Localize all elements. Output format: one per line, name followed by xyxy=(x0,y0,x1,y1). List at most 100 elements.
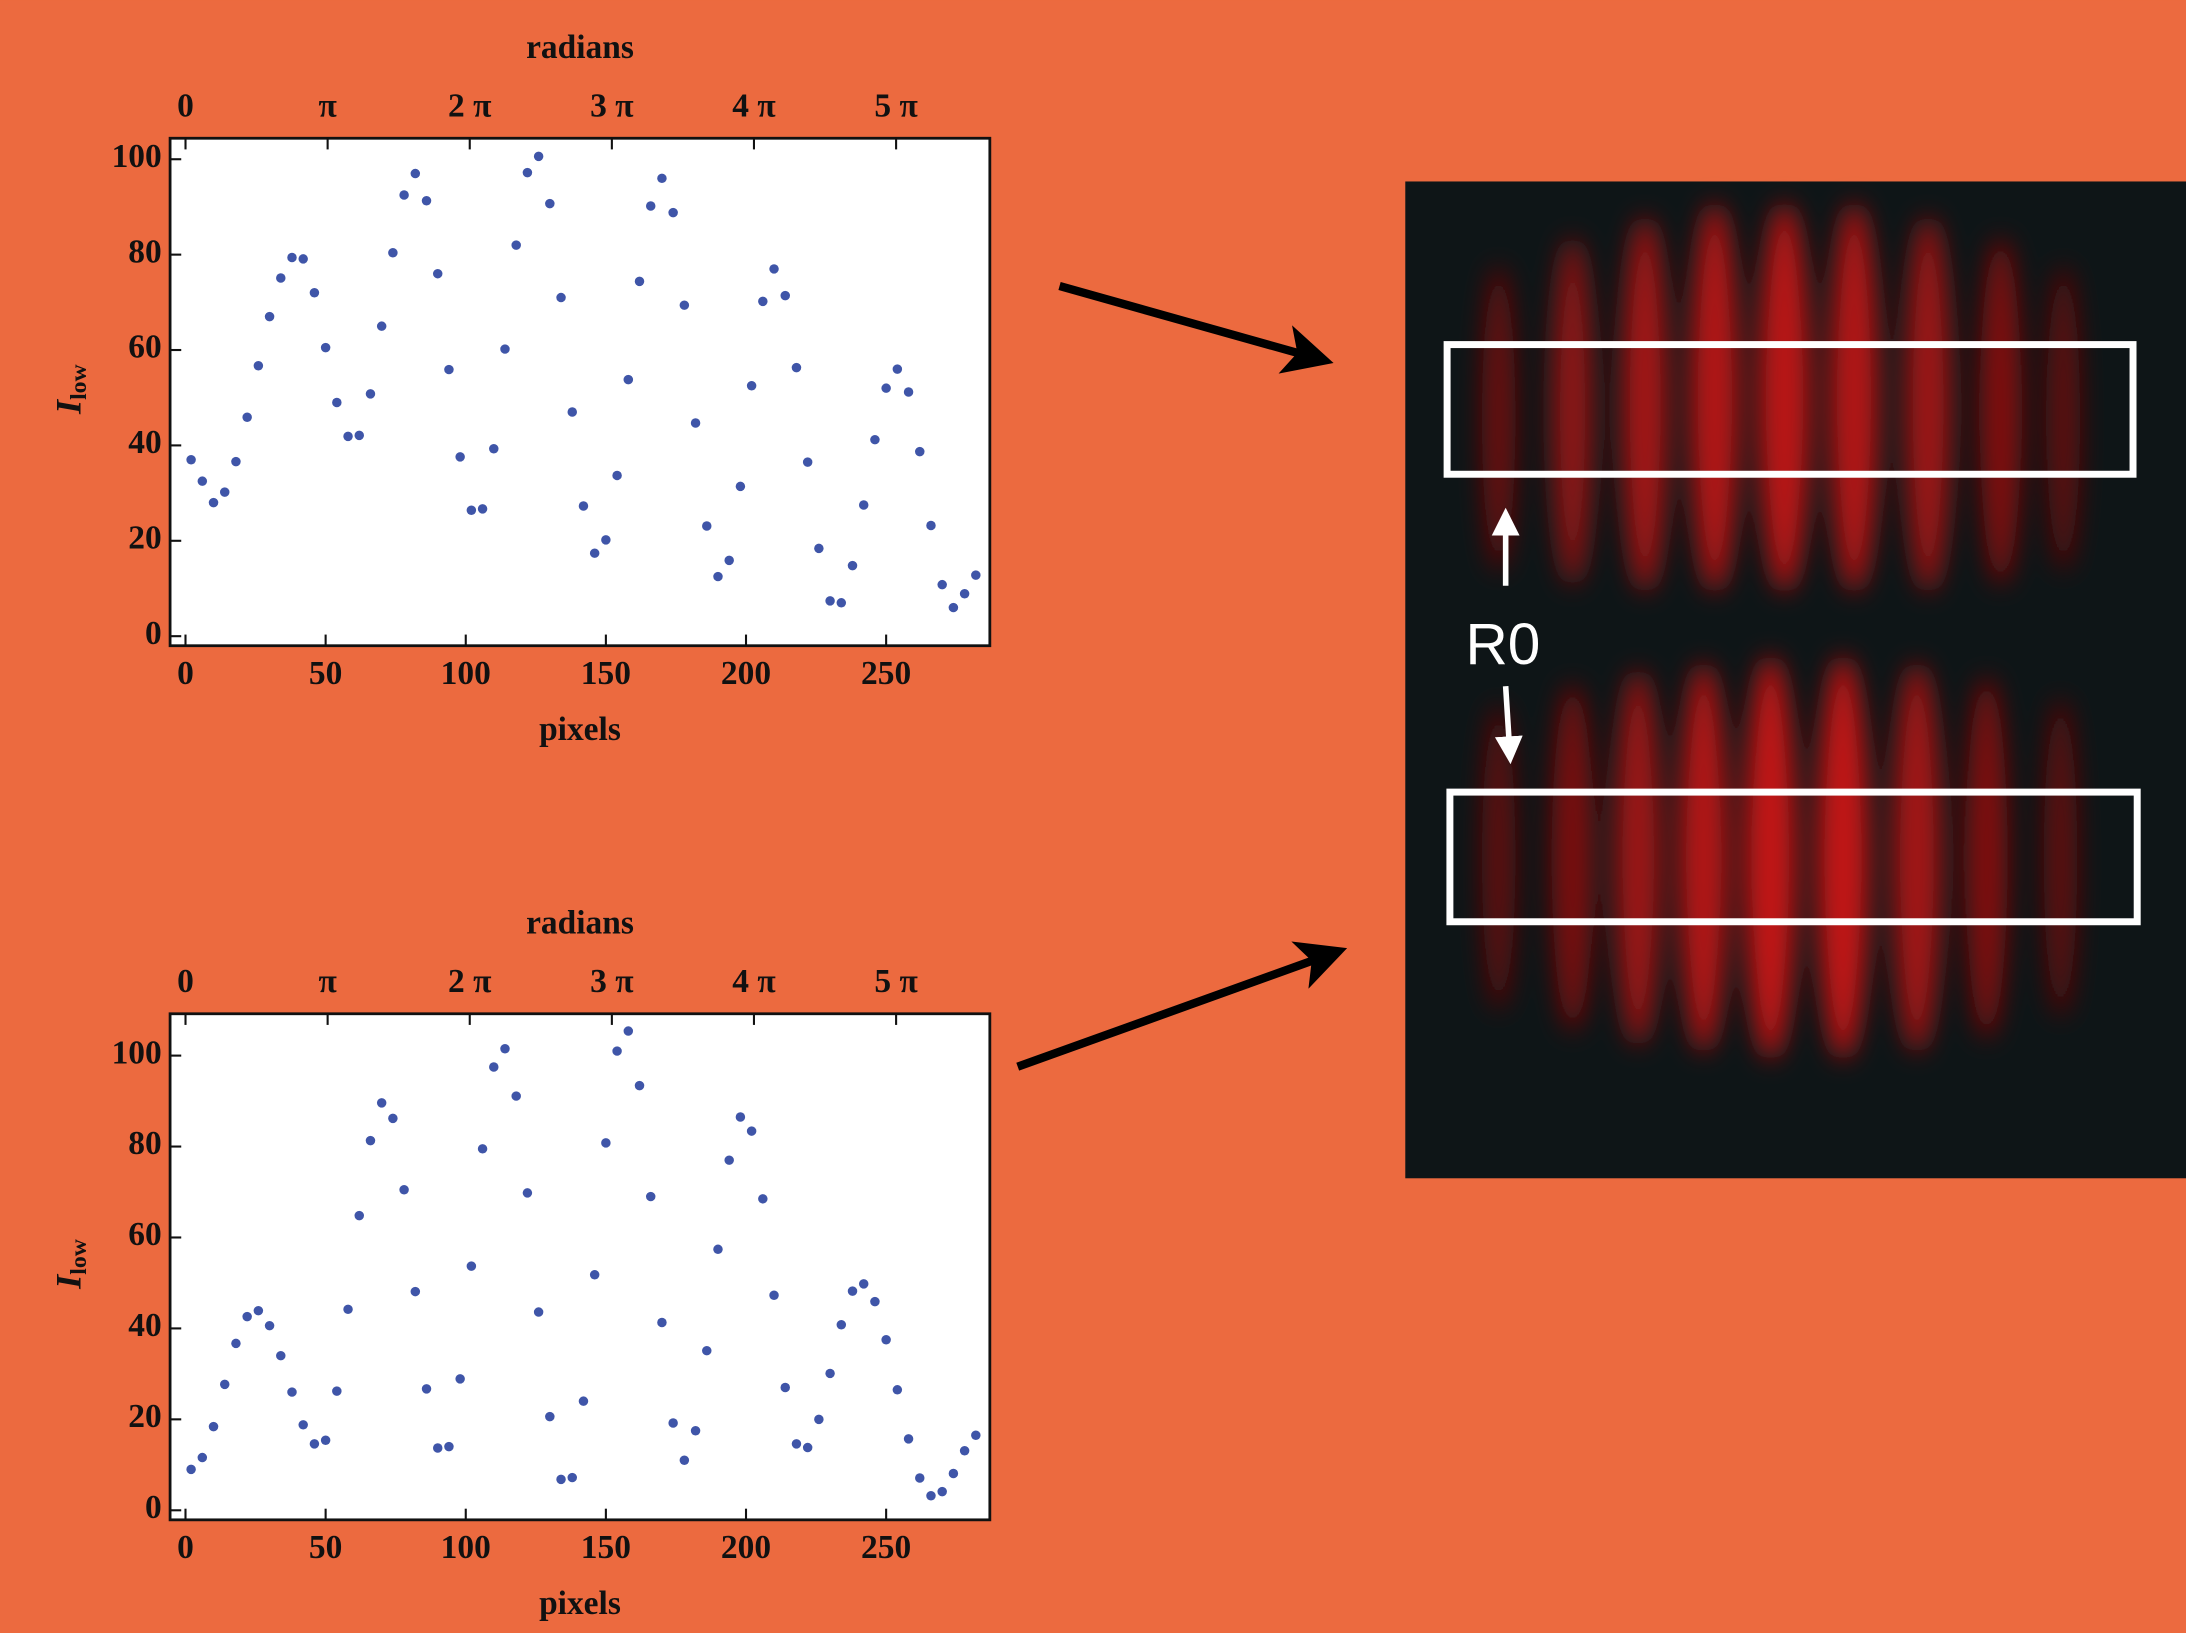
data-point xyxy=(578,1396,589,1406)
y-tick-label: 0 xyxy=(145,615,162,652)
data-point xyxy=(948,1468,959,1479)
y-tick-label: 80 xyxy=(128,233,161,270)
data-point xyxy=(657,173,667,184)
y-tick-label: 0 xyxy=(145,1489,162,1526)
data-point xyxy=(276,1350,286,1361)
data-point xyxy=(298,1420,308,1430)
plot: 0 20 40 60 80 100 0 50 100 150 200 250 0 π 2 π 3 π 4 π 5 … xyxy=(49,905,992,1622)
data-point xyxy=(253,1305,264,1316)
data-point xyxy=(388,1113,398,1124)
region-box-lower xyxy=(1446,788,2141,926)
data-point xyxy=(208,1421,219,1432)
data-point xyxy=(332,397,342,408)
x-tick-label: 200 xyxy=(721,655,771,692)
arrow-bottom-plot xyxy=(1016,941,1348,1071)
x-tick-label: 250 xyxy=(861,655,911,692)
data-point xyxy=(668,1418,678,1428)
data-point xyxy=(814,1414,824,1425)
data-point xyxy=(264,1320,275,1331)
data-point xyxy=(376,321,387,331)
data-point xyxy=(432,268,443,279)
x2-tick-label: π xyxy=(318,88,336,125)
data-point xyxy=(892,1385,903,1395)
data-point xyxy=(702,1345,712,1356)
data-point xyxy=(802,1442,813,1453)
x2-tick-label: 3 π xyxy=(590,88,633,125)
x2-tick-label: 0 xyxy=(177,88,194,125)
data-point xyxy=(915,1473,925,1483)
data-point xyxy=(545,1411,555,1422)
data-point xyxy=(735,481,746,492)
data-point xyxy=(690,1425,701,1436)
data-point xyxy=(522,167,533,178)
data-point xyxy=(915,446,925,457)
data-point xyxy=(702,521,712,531)
data-point xyxy=(679,1455,690,1466)
data-point xyxy=(612,470,622,481)
x-tick-label: 150 xyxy=(581,1529,631,1566)
data-point xyxy=(971,570,981,580)
data-point xyxy=(343,431,353,442)
data-point xyxy=(242,412,252,423)
data-point xyxy=(197,476,208,486)
data-point xyxy=(971,1430,981,1441)
y-tick-label: 60 xyxy=(128,1216,161,1253)
y-tick-label: 20 xyxy=(128,1398,161,1435)
data-point xyxy=(825,596,835,606)
data-point xyxy=(903,387,914,397)
data-point xyxy=(836,598,847,608)
x2-tick-label: 5 π xyxy=(874,963,917,1000)
data-point xyxy=(343,1304,353,1315)
x-tick-label: 200 xyxy=(721,1529,771,1566)
data-point xyxy=(881,383,891,393)
x-tick-label: 0 xyxy=(177,1529,194,1566)
y-axis-label-main: I xyxy=(49,1273,89,1290)
data-point xyxy=(309,288,320,298)
data-point xyxy=(444,364,454,375)
x-tick-label: 100 xyxy=(441,1529,491,1566)
data-point xyxy=(197,1452,208,1463)
plot-frame xyxy=(168,136,992,648)
x-tick-label: 50 xyxy=(309,655,342,692)
x-axis-label: pixels xyxy=(539,711,621,748)
data-point xyxy=(522,1188,533,1198)
data-point xyxy=(758,1194,768,1204)
data-point xyxy=(410,168,421,179)
y-axis-label: Ilow xyxy=(49,364,92,415)
data-point xyxy=(242,1311,252,1322)
data-point xyxy=(500,1044,510,1054)
data-point xyxy=(612,1046,622,1056)
fringes xyxy=(1481,202,2081,1060)
plot: 0 20 40 60 80 100 0 50 100 150 200 250 0 π 2 π 3 π 4 π 5 … xyxy=(49,29,992,748)
data-point xyxy=(354,1210,364,1221)
data-point xyxy=(365,1135,376,1146)
x2-axis-label: radians xyxy=(526,905,634,942)
data-point xyxy=(533,1307,544,1317)
y-axis-label-sub: low xyxy=(66,1239,92,1275)
data-point xyxy=(657,1317,667,1328)
data-point xyxy=(298,254,308,264)
data-point xyxy=(724,1155,734,1165)
data-point xyxy=(926,520,936,531)
data-point xyxy=(186,1464,196,1475)
data-point xyxy=(332,1386,342,1396)
data-point xyxy=(511,240,521,250)
data-point xyxy=(455,1374,465,1384)
data-point xyxy=(870,1296,880,1307)
data-point xyxy=(780,1382,790,1393)
region-box-upper xyxy=(1443,341,2137,478)
data-point xyxy=(802,457,813,467)
data-point xyxy=(746,381,757,391)
data-point xyxy=(713,571,723,582)
data-point xyxy=(937,579,947,590)
x-tick-label: 250 xyxy=(861,1529,911,1566)
data-point xyxy=(376,1098,387,1108)
data-point xyxy=(219,1379,230,1390)
camera-image: R0 xyxy=(1405,181,2186,1179)
data-point xyxy=(567,1472,577,1483)
data-point xyxy=(959,588,970,599)
data-point xyxy=(892,364,903,374)
x2-tick-label: 3 π xyxy=(590,963,633,1000)
y-tick-label: 100 xyxy=(112,1034,162,1071)
